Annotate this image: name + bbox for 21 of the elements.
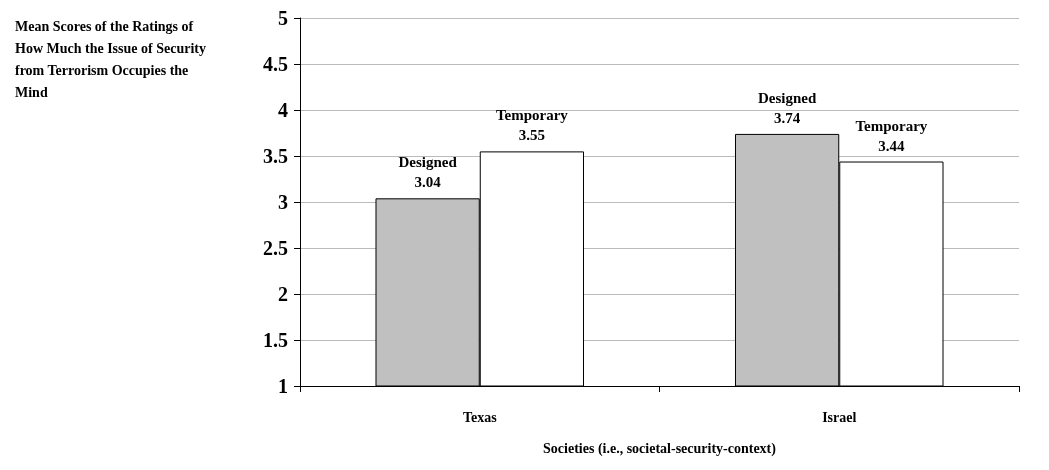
data-label: 3.04: [414, 174, 442, 191]
y-tick-label: 1: [278, 375, 288, 397]
y-tick-label: 5: [278, 7, 288, 29]
series-label: Temporary: [495, 107, 569, 124]
y-tick-label: 3.5: [263, 145, 288, 167]
data-label: 3.55: [518, 127, 545, 144]
text: Designed: [398, 154, 457, 171]
y-tick-label: 4: [278, 99, 288, 121]
text: Temporary: [855, 117, 928, 134]
x-tick-label: Israel: [822, 409, 857, 425]
data-label: 3.74: [774, 109, 801, 126]
x-tick-label: Texas: [462, 409, 498, 425]
y-tick-label: 2: [278, 283, 288, 305]
series-label: Designed: [757, 89, 817, 106]
y-tick-label: 2.5: [263, 237, 288, 259]
x-axis-title: Societies (i.e., societal-security-context): [543, 440, 777, 457]
y-axis-title: Mean Scores of the Ratings of How Much the Issue of Security from Terrorism Occupies the Mind: [15, 18, 210, 100]
y-tick-label: 3: [278, 191, 288, 213]
y-tick-label: 4.5: [263, 53, 288, 75]
data-label: 3.44: [878, 137, 905, 154]
y-tick-label: 1.5: [263, 329, 288, 351]
